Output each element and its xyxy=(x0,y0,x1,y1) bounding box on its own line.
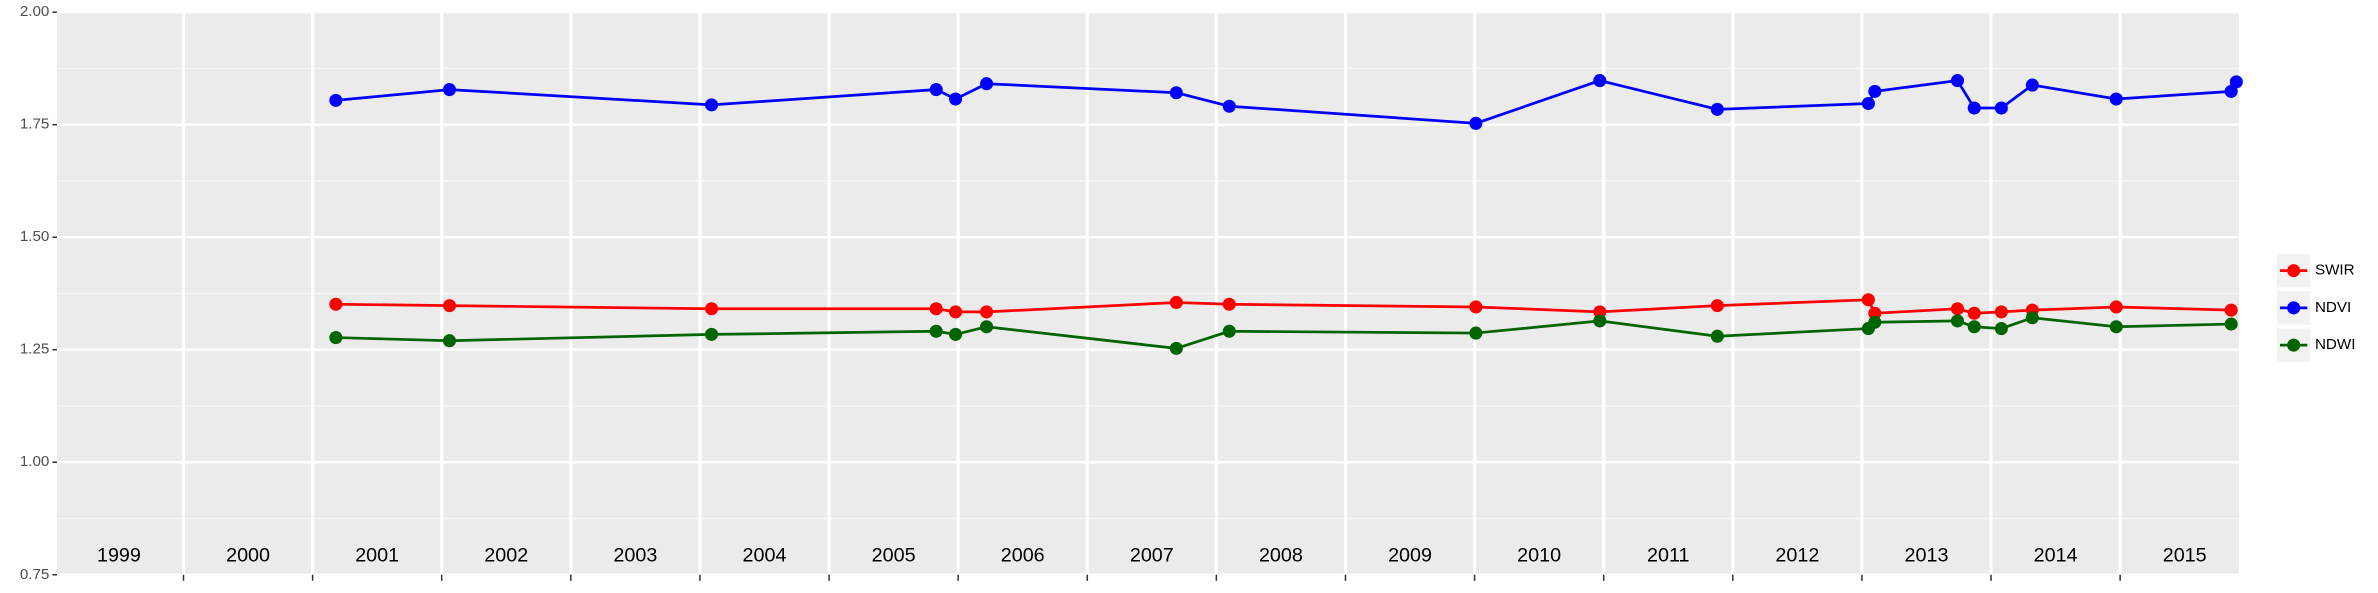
data-point xyxy=(1222,324,1236,338)
data-point xyxy=(929,83,943,97)
data-point xyxy=(1994,305,2008,319)
data-point xyxy=(1169,341,1183,355)
y-tick-label: 2.00 xyxy=(20,3,50,20)
x-tick-label: 2008 xyxy=(1259,545,1303,567)
data-point xyxy=(1994,101,2008,115)
data-point xyxy=(1868,306,1882,320)
x-tick-label: 2013 xyxy=(1905,545,1949,567)
data-point xyxy=(1967,101,1981,115)
data-point xyxy=(442,83,457,97)
x-tick-label: 2012 xyxy=(1775,545,1819,567)
data-point xyxy=(980,77,994,91)
data-point xyxy=(1967,320,1981,334)
data-point xyxy=(1967,306,1981,320)
data-point xyxy=(2224,317,2238,331)
x-tick-label: 2006 xyxy=(1001,545,1045,567)
data-point xyxy=(1469,326,1483,340)
data-point xyxy=(2109,92,2123,106)
data-point xyxy=(949,92,963,106)
data-point xyxy=(1469,300,1483,314)
data-point xyxy=(1950,74,1964,88)
data-point xyxy=(1710,102,1724,116)
x-tick-label: 2015 xyxy=(2163,545,2207,567)
x-tick-label: 2003 xyxy=(613,545,657,567)
data-point xyxy=(1868,315,1882,329)
x-tick-label: 2007 xyxy=(1130,545,1174,567)
x-tick-label: 2011 xyxy=(1647,545,1689,567)
data-point xyxy=(1994,322,2008,336)
data-point xyxy=(2229,75,2243,89)
x-tick-label: 2001 xyxy=(355,545,399,567)
data-point xyxy=(1950,314,1964,328)
data-point xyxy=(1950,302,1964,316)
legend-point xyxy=(2287,264,2301,278)
data-point xyxy=(2109,320,2123,334)
x-tick-label: 2005 xyxy=(872,545,916,567)
data-point xyxy=(442,299,457,313)
y-tick-label: 1.00 xyxy=(20,453,50,470)
data-point xyxy=(2025,78,2039,92)
data-point xyxy=(1169,295,1183,309)
data-point xyxy=(1710,329,1724,343)
legend-label: NDWI xyxy=(2315,336,2356,353)
data-point xyxy=(329,331,343,345)
data-point xyxy=(1593,305,1607,319)
data-point xyxy=(1593,74,1607,88)
y-tick-label: 1.75 xyxy=(20,116,50,133)
data-point xyxy=(442,334,457,348)
x-tick-label: 2009 xyxy=(1388,545,1432,567)
data-point xyxy=(949,305,963,319)
legend-label: NDVI xyxy=(2315,299,2351,316)
y-tick-label: 1.25 xyxy=(20,341,50,358)
y-tick-label: 1.50 xyxy=(20,228,50,245)
x-tick-label: 2000 xyxy=(226,545,270,567)
data-point xyxy=(980,320,994,334)
data-point xyxy=(2109,300,2123,314)
data-point xyxy=(1861,293,1875,307)
data-point xyxy=(329,297,343,311)
data-point xyxy=(705,302,719,316)
data-point xyxy=(1169,86,1183,100)
data-point xyxy=(1222,297,1236,311)
x-tick-label: 2002 xyxy=(484,545,528,567)
data-point xyxy=(705,98,719,112)
x-tick-label: 2010 xyxy=(1517,545,1561,567)
y-tick-label: 0.75 xyxy=(20,566,50,583)
data-point xyxy=(929,302,943,316)
legend-point xyxy=(2287,338,2301,352)
x-tick-label: 1999 xyxy=(97,545,141,567)
data-point xyxy=(980,305,994,319)
data-point xyxy=(705,327,719,341)
data-point xyxy=(949,327,963,341)
data-point xyxy=(929,324,943,338)
data-point xyxy=(1593,314,1607,328)
data-point xyxy=(1710,299,1724,313)
data-point xyxy=(1222,99,1236,113)
data-point xyxy=(2025,311,2039,325)
data-point xyxy=(1469,116,1483,130)
legend-label: SWIR xyxy=(2315,262,2355,279)
data-point xyxy=(2224,303,2238,317)
x-tick-label: 2004 xyxy=(743,545,787,567)
legend-point xyxy=(2287,301,2301,315)
data-point xyxy=(1868,84,1882,98)
x-tick-label: 2014 xyxy=(2034,545,2078,567)
data-point xyxy=(329,93,343,107)
data-point xyxy=(1861,96,1875,111)
